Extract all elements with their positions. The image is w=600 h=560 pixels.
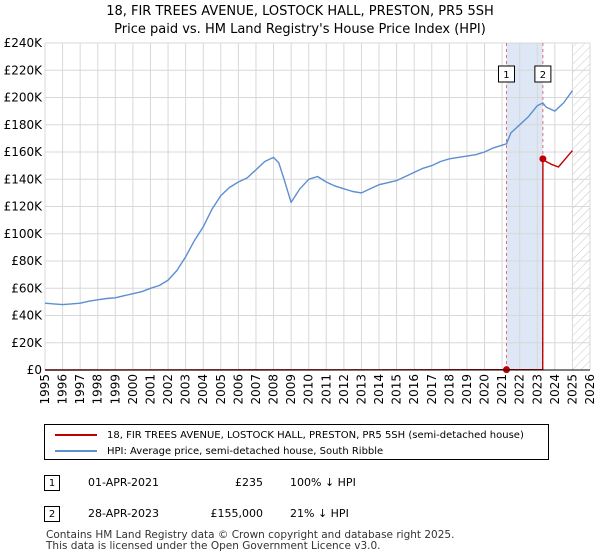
x-tick-label: 2018 [442,374,456,405]
annotation-box [534,65,552,83]
hpi-line [44,90,573,306]
y-tick-label: £20K [11,336,43,350]
footer-copyright: Contains HM Land Registry data © Crown c… [46,529,455,541]
x-tick-label: 1995 [38,374,52,405]
legend-item-hpi: HPI: Average price, semi-detached house,… [55,443,383,459]
y-tick-label: £160K [4,145,44,159]
y-tick-label: £120K [4,200,44,214]
transaction-price: £235 [235,476,263,489]
annotation-label: 1 [503,70,509,81]
x-tick-label: 2025 [565,374,579,405]
y-tick-label: £80K [11,254,43,268]
x-tick-label: 2008 [267,374,281,405]
x-tick-label: 2003 [179,374,193,405]
legend-swatch-price-paid [55,434,97,436]
x-tick-label: 2002 [161,374,175,405]
x-tick-label: 2024 [548,374,562,405]
x-tick-label: 2023 [530,374,544,405]
x-tick-label: 2016 [407,374,421,405]
x-tick-label: 2026 [583,374,597,405]
x-tick-label: 1999 [108,374,122,405]
x-tick-label: 2013 [354,374,368,405]
y-tick-label: £40K [11,309,43,323]
transaction-hpi-diff: 100% ↓ HPI [290,476,356,489]
x-tick-label: 2005 [214,374,228,405]
annotation-label: 2 [540,70,546,81]
y-tick-label: £240K [4,36,44,50]
y-tick-label: £60K [11,281,43,295]
legend: 18, FIR TREES AVENUE, LOSTOCK HALL, PRES… [44,424,549,460]
chart-title: 18, FIR TREES AVENUE, LOSTOCK HALL, PRES… [0,3,600,39]
y-tick-label: £140K [4,172,44,186]
transaction-price: £155,000 [210,507,264,520]
transaction-date: 01-APR-2021 [88,476,160,489]
legend-swatch-hpi [55,450,97,452]
x-tick-label: 2004 [196,374,210,405]
y-tick-label: £100K [4,227,44,241]
transaction-number-badge: 1 [44,475,60,491]
x-tick-label: 2012 [337,374,351,405]
x-tick-label: 2022 [513,374,527,405]
x-tick-label: 2014 [372,374,386,405]
transaction-date: 28-APR-2023 [88,507,160,520]
legend-item-price-paid: 18, FIR TREES AVENUE, LOSTOCK HALL, PRES… [55,427,524,443]
footer-license: This data is licensed under the Open Gov… [46,540,381,552]
transaction-number-badge: 2 [44,506,60,522]
x-tick-label: 2019 [460,374,474,405]
transaction-point [539,155,547,163]
chart-title-line2: Price paid vs. HM Land Registry's House … [114,22,486,37]
y-tick-label: £180K [4,118,44,132]
legend-label-hpi: HPI: Average price, semi-detached house,… [107,445,384,457]
x-tick-label: 2015 [390,374,404,405]
x-tick-label: 2000 [126,374,140,405]
footer: Contains HM Land Registry data © Crown c… [46,530,454,552]
annotation-box [497,65,515,83]
x-tick-label: 2021 [495,374,509,405]
x-tick-label: 2001 [143,374,157,405]
x-tick-label: 1998 [91,374,105,405]
legend-label-price-paid: 18, FIR TREES AVENUE, LOSTOCK HALL, PRES… [107,429,524,441]
x-tick-label: 2010 [302,374,316,405]
x-tick-label: 2011 [319,374,333,405]
x-tick-label: 1996 [56,374,70,405]
transaction-hpi-diff: 21% ↓ HPI [290,507,349,520]
x-tick-label: 2020 [478,374,492,405]
y-tick-label: £200K [4,91,44,105]
y-tick-label: £220K [4,63,44,77]
x-tick-label: 1997 [73,374,87,405]
x-tick-label: 2017 [425,374,439,405]
x-tick-label: 2006 [231,374,245,405]
axes: £0 £20K £40K £60K £80K £100K £120K £140K £160K £1… [4,36,597,405]
chart-area: 1 2 £0 £20K £40K £60K £80K £100K £120K £140K £160… [4,36,597,405]
chart-title-line1: 18, FIR TREES AVENUE, LOSTOCK HALL, PRES… [106,4,494,19]
x-tick-label: 2009 [284,374,298,405]
x-tick-label: 2007 [249,374,263,405]
y-tick-label: £0 [27,363,42,377]
